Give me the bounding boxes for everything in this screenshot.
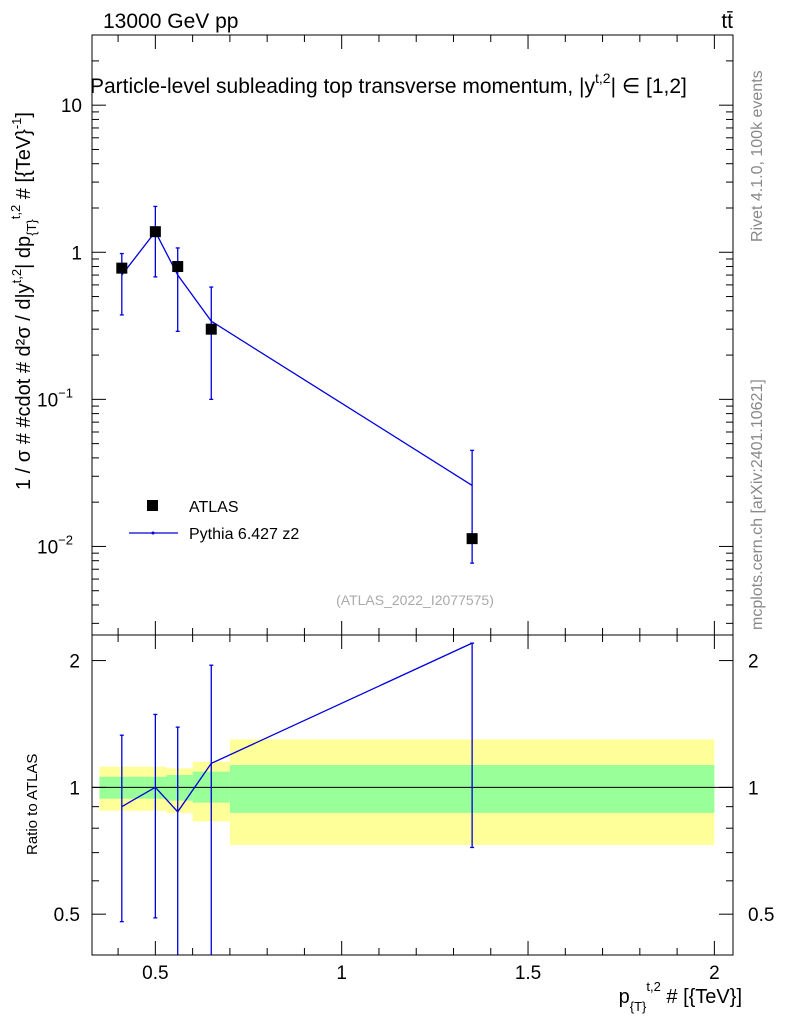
mcplots-label: mcplots.cern.ch [arXiv:2401.10621]	[749, 379, 766, 630]
x-label-sub: {T}	[630, 999, 647, 1014]
main-y-tick-label-0: 10−2	[37, 532, 73, 558]
main-y-tick-label-1: 10−1	[37, 385, 73, 411]
ratio-y-tick-label-left-1: 1	[69, 778, 80, 799]
plot-title: Particle-level subleading top transverse…	[90, 70, 687, 98]
ratio-panel: 0.5 1 1.5 2 0.5 0.5 1 1 2 2	[54, 634, 774, 984]
main-y-tick-label-2: 1	[71, 243, 82, 264]
x-tick-label-0.5: 0.5	[142, 963, 168, 984]
main-frame	[91, 34, 734, 636]
main-y-tick-base-0: 10	[37, 537, 58, 558]
x-tick-label-1.5: 1.5	[515, 963, 541, 984]
ratio-y-tick-label-left-2: 2	[69, 652, 80, 673]
main-y-label-sup3: -1	[9, 118, 24, 130]
legend: ATLAS Pythia 6.427 z2	[129, 499, 299, 543]
atlas-data-point-2	[172, 261, 184, 273]
main-y-label-close: ]	[13, 112, 35, 118]
ratio-y-axis-label: Ratio to ATLAS	[24, 754, 41, 855]
main-y-label-mid: | dp	[13, 236, 35, 269]
atlas-data-point-3	[205, 323, 217, 335]
process-label: tt̄	[721, 10, 733, 33]
atlas-data-point-1	[149, 226, 161, 238]
ratio-y-tick-label-right-0.5: 0.5	[748, 905, 774, 926]
energy-label: 13000 GeV pp	[103, 10, 238, 33]
main-y-tick-base-1: 10	[37, 390, 58, 411]
main-y-tick-exp-1: −1	[58, 385, 73, 400]
main-y-label-sub: {T}	[24, 219, 39, 236]
main-y-label-a: 1 / σ # #cdot # d²σ / d|y	[13, 283, 35, 490]
x-label-end: # [{TeV}]	[661, 986, 742, 1008]
legend-label-pythia: Pythia 6.427 z2	[189, 526, 299, 543]
rivet-label: Rivet 4.1.0, 100k events	[749, 70, 766, 242]
x-label-main: p	[619, 986, 630, 1008]
plot-title-end: | ∈ [1,2]	[611, 75, 687, 98]
ratio-frame	[91, 634, 734, 956]
main-y-tick-exp-0: −2	[58, 532, 73, 547]
main-y-axis-label: 1 / σ # #cdot # d²σ / d|yt,2| dp{T}t,2 #…	[8, 112, 39, 490]
plot-title-main: Particle-level subleading top transverse…	[90, 75, 596, 98]
ratio-y-tick-label-left-0.5: 0.5	[54, 905, 80, 926]
legend-dot-pythia	[151, 531, 155, 535]
analysis-id: (ATLAS_2022_I2077575)	[336, 592, 494, 608]
x-axis-label: p{T} t,2 # [{TeV}]	[619, 979, 742, 1014]
legend-label-atlas: ATLAS	[189, 499, 239, 516]
legend-marker-atlas	[147, 500, 158, 511]
atlas-data-point-0	[116, 262, 128, 274]
plot-title-sup: t,2	[595, 70, 611, 86]
main-y-label-end: # [{TeV}	[13, 129, 35, 205]
ratio-y-tick-label-right-1: 1	[748, 778, 759, 799]
main-y-label-sup1: t,2	[9, 269, 24, 283]
ratio-y-tick-label-right-2: 2	[748, 652, 759, 673]
x-tick-label-1: 1	[336, 963, 347, 984]
atlas-data-point-4	[466, 533, 478, 545]
x-tick-label-2: 2	[709, 963, 720, 984]
main-y-label-sup2: t,2	[8, 205, 23, 219]
x-label-sup: t,2	[646, 979, 660, 994]
main-y-tick-label-3: 10	[61, 96, 82, 117]
